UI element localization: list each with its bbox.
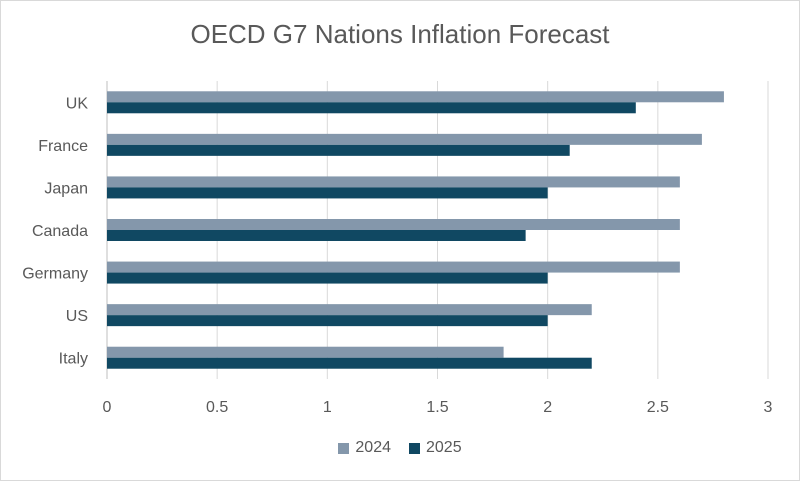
bar-2025-uk [107,102,636,114]
chart-title: OECD G7 Nations Inflation Forecast [190,19,610,49]
bar-2024-italy [107,346,504,358]
category-label: UK [66,95,89,112]
bar-2025-japan [107,187,548,199]
bar-2024-canada [107,219,680,230]
category-label: Japan [44,180,88,197]
legend-swatch-2025 [409,442,420,454]
legend-label-2025: 2025 [426,439,462,456]
x-tick-label: 1.5 [426,399,448,416]
x-tick-label: 2.5 [647,399,669,416]
bar-2024-japan [107,176,680,188]
category-label: Canada [32,223,88,240]
bar-2025-germany [107,272,548,284]
bar-2025-france [107,144,570,156]
x-tick-label: 1 [323,399,332,416]
bar-2024-uk [107,91,724,103]
legend-item-2024: 2024 [338,439,391,457]
legend-item-2025: 2025 [409,439,462,457]
x-tick-label: 3 [764,399,773,416]
legend-swatch-2024 [338,442,350,454]
category-label: France [38,138,88,155]
bar-2025-canada [107,230,526,241]
x-tick-label: 0 [103,399,112,416]
category-label: US [66,308,88,325]
category-label: Italy [59,351,88,368]
bar-2025-us [107,315,548,327]
bar-2024-us [107,304,592,316]
x-tick-label: 2 [543,399,552,416]
bar-2025-italy [107,357,592,369]
category-label: Germany [22,266,88,283]
bar-2024-france [107,133,702,145]
bar-2024-germany [107,261,680,273]
legend: 2024 2025 [1,439,799,457]
x-tick-label: 0.5 [206,399,228,416]
legend-label-2024: 2024 [355,439,391,456]
